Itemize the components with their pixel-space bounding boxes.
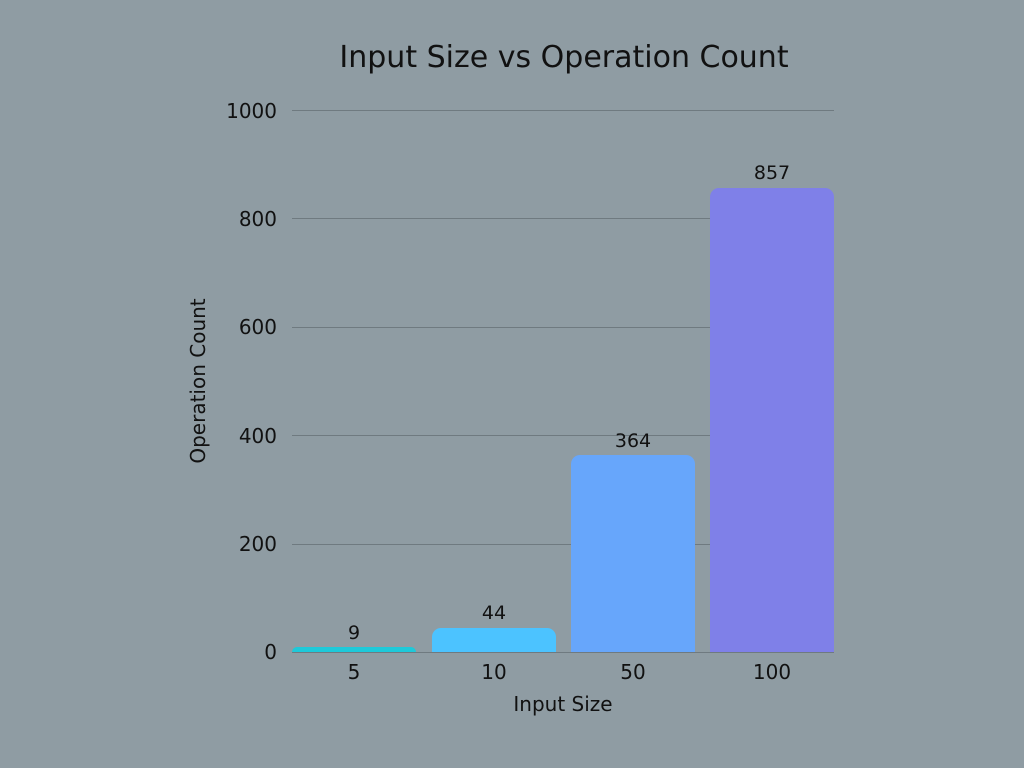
- gridline-800: [292, 218, 834, 219]
- ytick-200: 200: [238, 532, 277, 556]
- xtick-100: 100: [752, 660, 792, 684]
- ytick-800: 800: [238, 207, 277, 231]
- gridline-400: [292, 435, 834, 436]
- ytick-600: 600: [238, 315, 277, 339]
- plot-area: 9 44 364 857: [292, 110, 834, 653]
- bar-label-50: 364: [614, 430, 652, 452]
- gridline-600: [292, 327, 834, 328]
- gridline-0: [292, 652, 834, 653]
- bar-5: [292, 647, 416, 652]
- bar-label-5: 9: [347, 622, 361, 644]
- xtick-10: 10: [481, 660, 507, 684]
- xtick-50: 50: [620, 660, 646, 684]
- ytick-400: 400: [238, 424, 277, 448]
- x-axis-label: Input Size: [513, 692, 613, 716]
- bar-label-100: 857: [753, 162, 791, 184]
- ytick-0: 0: [264, 640, 277, 664]
- gridline-1000: [292, 110, 834, 111]
- bar-50: [571, 455, 695, 652]
- xtick-5: 5: [347, 660, 361, 684]
- bar-100: [710, 188, 834, 652]
- y-axis-label: Operation Count: [186, 298, 210, 464]
- bar-10: [432, 628, 556, 652]
- bar-label-10: 44: [481, 602, 507, 624]
- ytick-1000: 1000: [226, 99, 277, 123]
- chart-title: Input Size vs Operation Count: [339, 40, 789, 75]
- gridline-200: [292, 544, 834, 545]
